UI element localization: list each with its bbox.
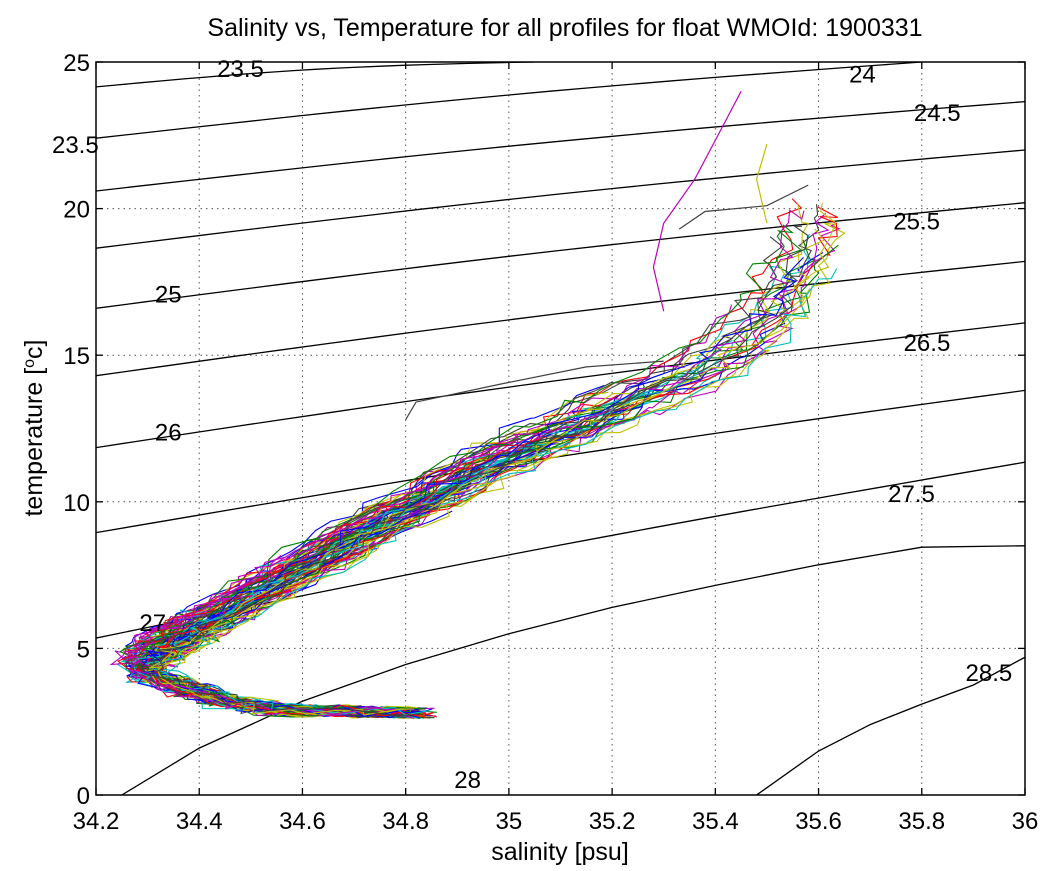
density-contour-line bbox=[96, 202, 1025, 309]
profile-trace-outlier bbox=[652, 91, 742, 312]
density-contour-line bbox=[96, 149, 1025, 249]
density-contour-line bbox=[121, 545, 1025, 795]
y-axis-label: temperature [oc] bbox=[20, 339, 48, 516]
y-tick-label: 15 bbox=[63, 343, 90, 370]
x-tick-label: 36 bbox=[1012, 808, 1039, 835]
y-axis-label-unit: c] bbox=[20, 339, 48, 358]
density-contour-line bbox=[96, 389, 1025, 534]
contour-label: 23.5 bbox=[52, 132, 99, 159]
contour-labels: 23.5 23.5 24 24.5 25 25.5 26 26.5 27 27.5 28 28.5 bbox=[52, 56, 1012, 794]
y-tick-label: 10 bbox=[63, 490, 90, 517]
density-contour-line bbox=[96, 62, 535, 88]
y-tick-label: 5 bbox=[77, 636, 90, 663]
profile-trace bbox=[146, 409, 641, 716]
profile-trace-outlier bbox=[678, 184, 809, 230]
contour-label: 27.5 bbox=[888, 481, 935, 508]
x-axis-label: salinity [psu] bbox=[491, 838, 629, 866]
contour-label: 26.5 bbox=[904, 330, 951, 357]
density-contour-line bbox=[96, 260, 1025, 377]
x-tick-label: 35 bbox=[496, 808, 523, 835]
contour-label: 24 bbox=[849, 62, 876, 89]
x-tick-label: 34.6 bbox=[279, 808, 326, 835]
y-axis-label-text: temperature [ bbox=[20, 368, 48, 517]
density-contour-line bbox=[756, 656, 1025, 795]
x-tick-label: 34.2 bbox=[73, 808, 120, 835]
x-tick-label: 35.2 bbox=[589, 808, 636, 835]
profile-trace-outlier bbox=[755, 143, 768, 224]
contour-label: 24.5 bbox=[914, 100, 961, 127]
profile-trace bbox=[140, 257, 804, 719]
x-tick-label: 35.8 bbox=[898, 808, 945, 835]
density-contour-line bbox=[96, 100, 1025, 192]
y-axis-label-superscript: o bbox=[21, 359, 38, 368]
contour-label: 28.5 bbox=[966, 660, 1013, 687]
x-tick-label: 35.6 bbox=[795, 808, 842, 835]
x-tick-label: 35.4 bbox=[692, 808, 739, 835]
contour-label: 25.5 bbox=[893, 208, 940, 235]
contour-label: 27 bbox=[139, 610, 166, 637]
axes-box bbox=[95, 61, 1026, 796]
profile-trace bbox=[147, 482, 492, 716]
contour-label: 25 bbox=[155, 282, 182, 309]
profile-trace bbox=[147, 294, 793, 717]
profile-traces bbox=[109, 91, 846, 720]
y-tick-label: 20 bbox=[63, 197, 90, 224]
y-tick-label: 25 bbox=[63, 50, 90, 77]
x-tick-label: 34.4 bbox=[176, 808, 223, 835]
x-tick-label: 34.8 bbox=[382, 808, 429, 835]
y-axis-ticks: 0 5 10 15 20 25 bbox=[63, 50, 1025, 810]
density-contours bbox=[96, 62, 1025, 795]
x-axis-ticks: 34.2 34.4 34.6 34.8 35 35.2 35.4 35.6 35.8 36 bbox=[73, 62, 1039, 835]
profile-trace-outlier bbox=[405, 360, 664, 421]
contour-label: 23.5 bbox=[217, 56, 264, 83]
density-contour-line bbox=[96, 322, 1025, 449]
contour-label: 26 bbox=[155, 419, 182, 446]
contour-label: 28 bbox=[454, 767, 481, 794]
grid-lines bbox=[96, 62, 1025, 795]
density-contour-line bbox=[96, 62, 922, 139]
y-tick-label: 0 bbox=[77, 783, 90, 810]
chart-title: Salinity vs, Temperature for all profile… bbox=[207, 14, 922, 42]
